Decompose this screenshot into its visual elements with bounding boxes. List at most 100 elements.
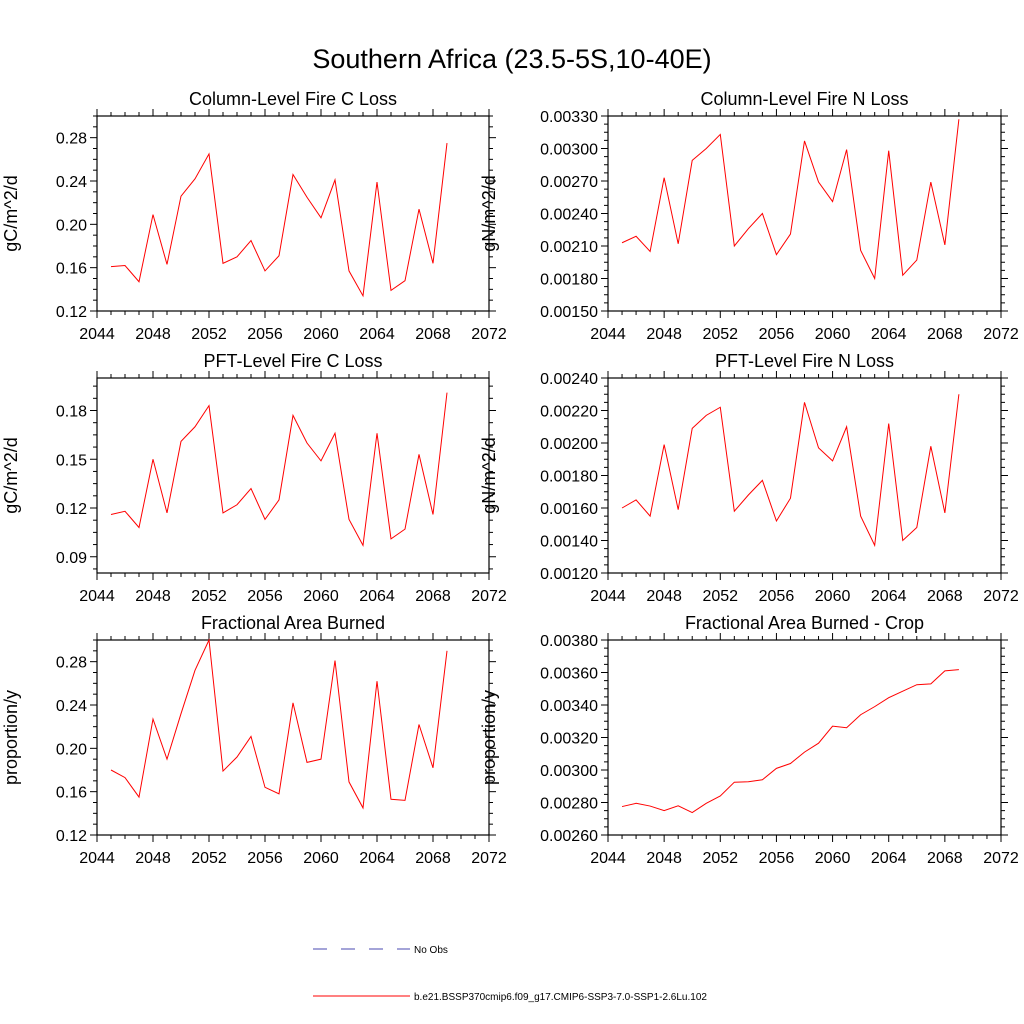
plot-frame <box>607 639 1002 836</box>
y-tick-label: 0.00240 <box>540 207 598 224</box>
x-tick-label: 2052 <box>702 850 738 867</box>
plot-frame <box>96 115 490 312</box>
x-tick-label: 2052 <box>702 588 738 605</box>
y-tick-label: 0.00140 <box>540 534 598 551</box>
x-tick-label: 2060 <box>303 326 339 343</box>
x-tick-label: 2060 <box>815 326 851 343</box>
x-tick-label: 2072 <box>471 588 507 605</box>
y-tick-label: 0.00320 <box>540 731 598 748</box>
y-axis-label: proportion/y <box>1 690 21 785</box>
x-tick-label: 2056 <box>247 850 283 867</box>
y-axis-label: gC/m^2/d <box>1 175 21 251</box>
x-tick-label: 2068 <box>415 850 451 867</box>
x-tick-label: 2068 <box>927 326 963 343</box>
y-tick-label: 0.00150 <box>540 304 598 321</box>
x-tick-label: 2068 <box>415 326 451 343</box>
x-tick-label: 2068 <box>927 588 963 605</box>
y-tick-label: 0.28 <box>56 655 87 672</box>
x-tick-label: 2068 <box>927 850 963 867</box>
x-tick-label: 2064 <box>871 588 907 605</box>
y-tick-label: 0.00180 <box>540 272 598 289</box>
panel-title: Fractional Area Burned <box>201 613 385 633</box>
x-tick-label: 2048 <box>646 326 682 343</box>
plot-frame <box>607 115 1002 312</box>
y-axis-label: gC/m^2/d <box>1 437 21 513</box>
chart-panel-1: 2044 2048 2052 2056 2060 2064 2068 2072 0.12 0.16… <box>1 89 507 343</box>
plot-frame <box>96 639 490 836</box>
legend: No Obs b.e21.BSSP370cmip6.f09_g17.CMIP6-… <box>313 945 707 1003</box>
x-tick-label: 2044 <box>590 850 626 867</box>
x-tick-label: 2060 <box>303 588 339 605</box>
y-tick-label: 0.20 <box>56 741 87 758</box>
series-line <box>110 638 448 810</box>
x-tick-label: 2048 <box>135 588 171 605</box>
x-tick-label: 2052 <box>191 326 227 343</box>
y-tick-label: 0.00160 <box>540 501 598 518</box>
y-tick-label: 0.00270 <box>540 174 598 191</box>
x-tick-label: 2048 <box>135 326 171 343</box>
y-tick-label: 0.09 <box>56 550 87 567</box>
x-tick-label: 2056 <box>759 326 795 343</box>
series-line <box>621 669 959 814</box>
x-tick-label: 2056 <box>759 588 795 605</box>
y-tick-label: 0.00180 <box>540 469 598 486</box>
chart-panel-3: 2044 2048 2052 2056 2060 2064 2068 2072 0.09 0.12… <box>1 351 507 605</box>
y-axis-label: gN/m^2/d <box>479 437 499 513</box>
y-tick-label: 0.00300 <box>540 142 598 159</box>
x-tick-label: 2064 <box>871 850 907 867</box>
y-tick-label: 0.18 <box>56 404 87 421</box>
x-tick-label: 2044 <box>79 326 115 343</box>
chart-panel-4: 2044 2048 2052 2056 2060 2064 2068 2072 0.00120 0… <box>479 351 1019 605</box>
y-tick-label: 0.24 <box>56 698 87 715</box>
x-tick-label: 2048 <box>646 850 682 867</box>
x-tick-label: 2044 <box>590 326 626 343</box>
x-tick-label: 2052 <box>702 326 738 343</box>
x-tick-label: 2064 <box>359 588 395 605</box>
y-tick-label: 0.16 <box>56 261 87 278</box>
series-line <box>621 119 960 281</box>
y-tick-label: 0.12 <box>56 501 87 518</box>
series-line <box>110 392 448 547</box>
series-line <box>621 394 960 548</box>
x-tick-label: 2048 <box>135 850 171 867</box>
chart-panel-6: 2044 2048 2052 2056 2060 2064 2068 2072 0.00260 0… <box>479 613 1019 867</box>
x-tick-label: 2044 <box>590 588 626 605</box>
panels: 2044 2048 2052 2056 2060 2064 2068 2072 0.12 0.16… <box>1 89 1019 867</box>
x-tick-label: 2052 <box>191 588 227 605</box>
panel-title: PFT-Level Fire C Loss <box>203 351 382 371</box>
x-tick-label: 2056 <box>247 326 283 343</box>
x-tick-label: 2056 <box>247 588 283 605</box>
y-axis-label: gN/m^2/d <box>479 175 499 251</box>
page-title: Southern Africa (23.5-5S,10-40E) <box>312 44 711 74</box>
y-tick-label: 0.12 <box>56 304 87 321</box>
y-tick-label: 0.00330 <box>540 109 598 126</box>
legend-no-obs-label: No Obs <box>414 945 448 956</box>
y-tick-label: 0.15 <box>56 452 87 469</box>
y-tick-label: 0.12 <box>56 828 87 845</box>
x-tick-label: 2072 <box>471 850 507 867</box>
panel-title: Column-Level Fire C Loss <box>189 89 397 109</box>
y-tick-label: 0.20 <box>56 217 87 234</box>
x-tick-label: 2072 <box>983 326 1019 343</box>
panel-title: Fractional Area Burned - Crop <box>685 613 924 633</box>
y-tick-label: 0.00260 <box>540 828 598 845</box>
x-tick-label: 2060 <box>815 588 851 605</box>
chart-panel-2: 2044 2048 2052 2056 2060 2064 2068 2072 0.00150 0… <box>479 89 1019 343</box>
x-tick-label: 2068 <box>415 588 451 605</box>
y-tick-label: 0.16 <box>56 785 87 802</box>
panel-title: Column-Level Fire N Loss <box>700 89 908 109</box>
y-tick-label: 0.00300 <box>540 763 598 780</box>
x-tick-label: 2072 <box>983 588 1019 605</box>
y-tick-label: 0.00380 <box>540 633 598 650</box>
plot-frame <box>96 377 490 574</box>
x-tick-label: 2044 <box>79 850 115 867</box>
y-tick-label: 0.00360 <box>540 666 598 683</box>
panel-title: PFT-Level Fire N Loss <box>715 351 894 371</box>
y-tick-label: 0.00210 <box>540 239 598 256</box>
x-tick-label: 2048 <box>646 588 682 605</box>
x-tick-label: 2052 <box>191 850 227 867</box>
x-tick-label: 2060 <box>815 850 851 867</box>
y-tick-label: 0.00340 <box>540 698 598 715</box>
y-tick-label: 0.00280 <box>540 796 598 813</box>
x-tick-label: 2072 <box>471 326 507 343</box>
